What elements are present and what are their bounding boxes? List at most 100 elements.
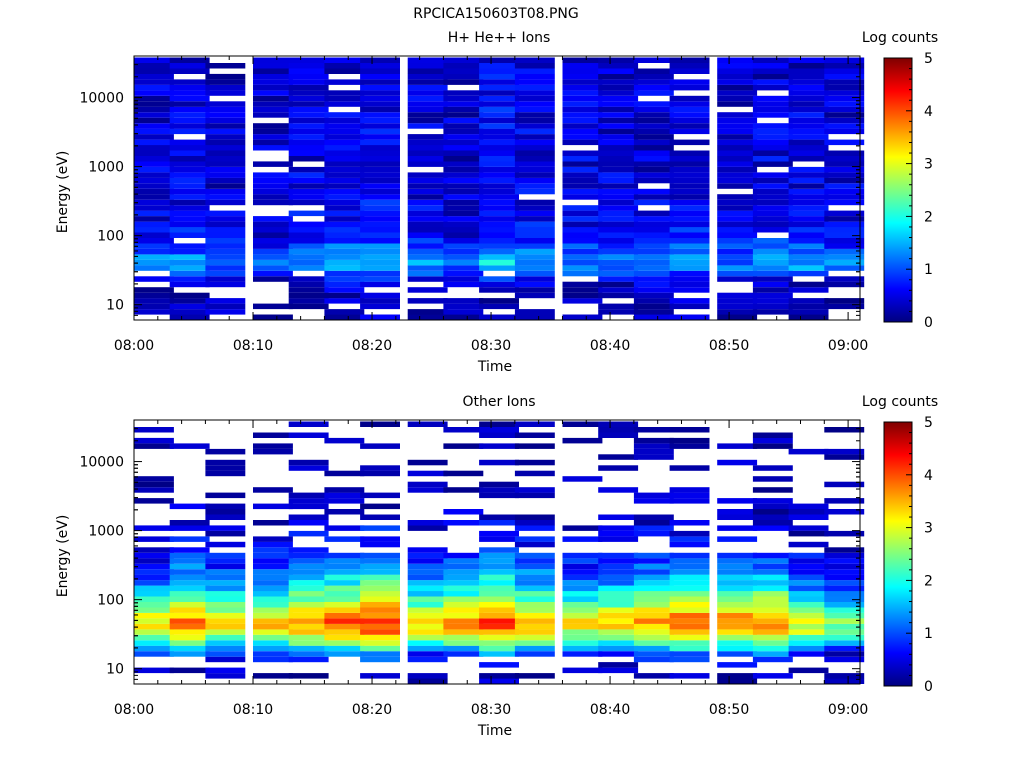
heatmap-cell: [479, 662, 519, 668]
heatmap-cell: [407, 188, 448, 195]
heatmap-cell: [514, 172, 555, 178]
y-axis-label: Energy (eV): [55, 515, 71, 598]
heatmap-cell: [514, 421, 555, 427]
heatmap-cell: [360, 525, 400, 531]
heatmap-cell: [443, 443, 484, 449]
heatmap-cell: [169, 591, 210, 597]
heatmap-cell: [324, 607, 365, 613]
heatmap-cell: [669, 558, 710, 564]
heatmap-cell: [514, 139, 555, 146]
heatmap-cell: [443, 221, 484, 228]
heatmap-cell: [479, 238, 519, 244]
heatmap-cell: [752, 84, 793, 91]
heatmap-cell: [360, 634, 400, 641]
heatmap-cell: [669, 57, 710, 63]
heatmap-cell: [562, 172, 603, 178]
heatmap-cell: [669, 128, 710, 135]
heatmap-cell: [669, 673, 710, 679]
heatmap-cell: [205, 541, 246, 548]
heatmap-cell: [324, 645, 365, 652]
heatmap-cell: [669, 205, 710, 211]
heatmap-cell: [598, 183, 639, 189]
heatmap-cell: [324, 238, 365, 244]
heatmap-cell: [514, 210, 555, 217]
heatmap-cell: [717, 509, 758, 515]
heatmap-cell: [717, 673, 758, 679]
heatmap-cell: [443, 128, 484, 135]
heatmap-cell: [788, 117, 829, 124]
heatmap-cell: [788, 227, 829, 233]
heatmap-cell: [134, 248, 174, 255]
heatmap-cell: [407, 106, 448, 113]
heatmap-cell: [360, 536, 400, 542]
heatmap-cell: [479, 73, 519, 80]
heatmap-cell: [169, 172, 210, 178]
heatmap-cell: [288, 232, 329, 238]
heatmap-cell: [253, 232, 293, 238]
heatmap-cell: [205, 216, 246, 222]
heatmap-cell: [598, 95, 639, 102]
heatmap-cell: [205, 270, 246, 277]
heatmap-cell: [824, 248, 865, 255]
heatmap-cell: [288, 459, 329, 466]
heatmap-cell: [479, 177, 519, 184]
heatmap-cell: [253, 134, 293, 140]
heatmap-cell: [669, 248, 710, 255]
heatmap-cell: [134, 309, 174, 315]
heatmap-cell: [360, 580, 400, 586]
heatmap-cell: [443, 106, 484, 113]
heatmap-cell: [205, 448, 246, 455]
heatmap-cell: [169, 520, 210, 526]
heatmap-cell: [253, 172, 293, 178]
heatmap-cell: [407, 602, 448, 608]
heatmap-cell: [598, 101, 639, 107]
heatmap-cell: [253, 238, 293, 244]
heatmap-cell: [324, 156, 365, 162]
heatmap-cell: [479, 558, 519, 564]
heatmap-cell: [562, 437, 603, 444]
heatmap-cell: [407, 232, 448, 238]
heatmap-cell: [717, 210, 758, 217]
heatmap-cell: [717, 259, 758, 266]
heatmap-cell: [360, 221, 400, 228]
heatmap-cell: [633, 243, 674, 249]
heatmap-cell: [717, 623, 758, 630]
heatmap-cell: [633, 57, 674, 63]
heatmap-cell: [479, 678, 519, 684]
heatmap-cell: [514, 243, 555, 249]
heatmap-cell: [288, 243, 329, 249]
heatmap-cell: [717, 117, 758, 124]
heatmap-cell: [360, 651, 400, 657]
heatmap-cell: [407, 194, 448, 200]
heatmap-cell: [134, 221, 174, 228]
heatmap-cell: [598, 607, 639, 613]
heatmap-cell: [633, 145, 674, 151]
heatmap-cell: [205, 101, 246, 107]
heatmap-cell: [562, 667, 603, 674]
heatmap-cell: [443, 248, 484, 255]
heatmap-cell: [669, 281, 710, 288]
heatmap-cell: [407, 150, 448, 156]
heatmap-cell: [752, 585, 793, 592]
heatmap-cell: [717, 243, 758, 249]
heatmap-cell: [598, 90, 639, 96]
heatmap-cell: [479, 591, 519, 597]
heatmap-cell: [598, 303, 639, 310]
heatmap-cell: [788, 139, 829, 146]
heatmap-cell: [514, 156, 555, 162]
heatmap-cell: [324, 90, 365, 96]
heatmap-cell: [669, 221, 710, 228]
heatmap-cell: [788, 63, 829, 69]
heatmap-cell: [205, 232, 246, 238]
heatmap-cell: [288, 172, 329, 178]
heatmap-cell: [134, 629, 174, 635]
heatmap-cell: [752, 509, 793, 515]
heatmap-cell: [169, 166, 210, 173]
heatmap-cell: [717, 172, 758, 178]
heatmap-cell: [633, 216, 674, 222]
heatmap-cell: [717, 309, 758, 315]
heatmap-cell: [169, 640, 210, 646]
heatmap-cell: [788, 188, 829, 195]
heatmap-cell: [324, 221, 365, 228]
heatmap-cell: [479, 634, 519, 641]
